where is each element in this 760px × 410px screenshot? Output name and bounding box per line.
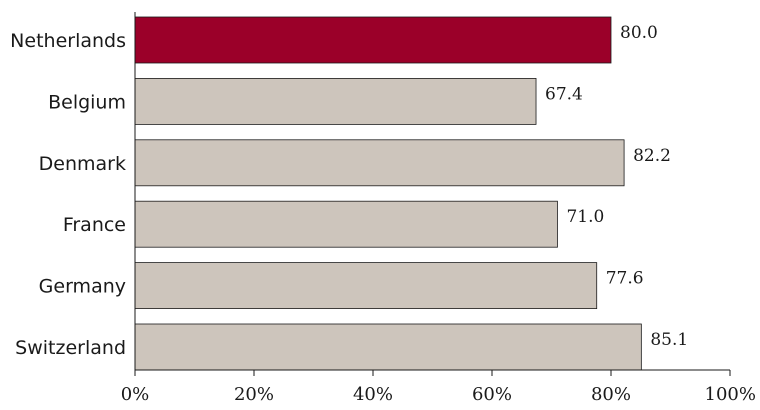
category-label-switzerland: Switzerland — [15, 337, 126, 359]
x-tick-label-40: 40% — [353, 384, 393, 405]
category-label-germany: Germany — [39, 276, 126, 298]
x-tick-label-0: 0% — [121, 384, 150, 405]
bar-germany — [134, 262, 598, 310]
category-label-denmark: Denmark — [39, 153, 126, 175]
value-label-denmark: 82.2 — [633, 146, 671, 166]
value-label-netherlands: 80.0 — [620, 23, 658, 43]
category-label-france: France — [63, 214, 126, 236]
x-tick-label-20: 20% — [234, 384, 274, 405]
bar-switzerland — [134, 323, 642, 371]
x-axis: 0% 20% 40% 60% 80% 100% — [121, 12, 756, 405]
value-label-france: 71.0 — [566, 207, 604, 227]
value-label-germany: 77.6 — [606, 269, 644, 289]
bar-france — [134, 200, 558, 248]
bar-denmark — [134, 139, 625, 187]
value-label-switzerland: 85.1 — [650, 330, 688, 350]
category-label-belgium: Belgium — [48, 91, 126, 113]
labels-layer: Netherlands 80.0 Belgium 67.4 Denmark 82.2 Fra… — [10, 23, 688, 359]
bars-layer — [134, 16, 642, 371]
x-tick-label-100: 100% — [705, 384, 756, 405]
bar-netherlands — [134, 16, 612, 64]
bar-belgium — [134, 78, 537, 125]
x-tick-label-80: 80% — [591, 384, 631, 405]
x-tick-label-60: 60% — [472, 384, 512, 405]
value-label-belgium: 67.4 — [545, 84, 583, 104]
category-label-netherlands: Netherlands — [10, 30, 126, 52]
